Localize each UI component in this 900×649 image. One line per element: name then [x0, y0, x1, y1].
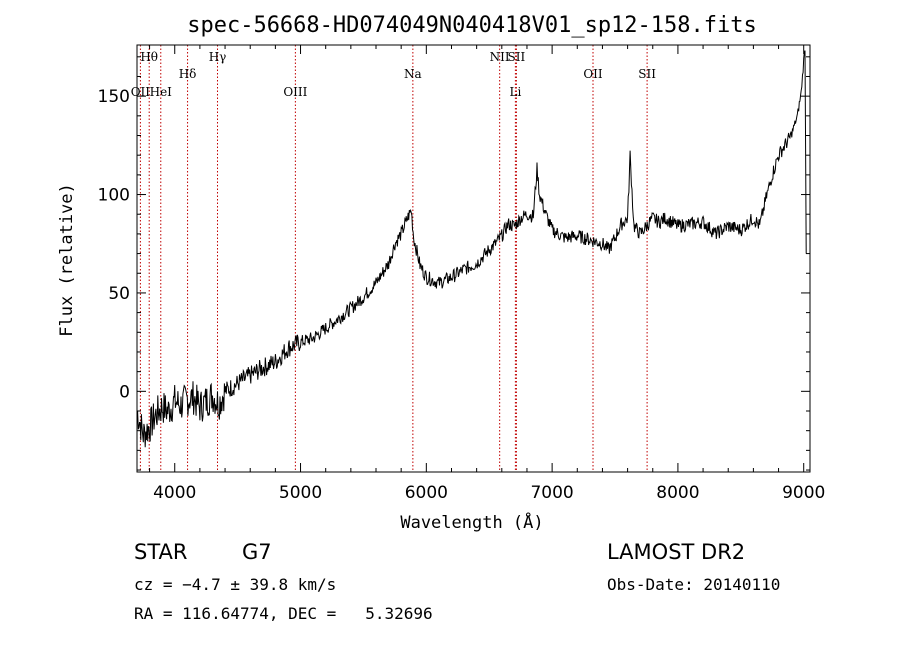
survey-name: LAMOST DR2 [607, 540, 746, 564]
line-marker-label: NII [490, 50, 510, 64]
line-marker-label: Hθ [140, 50, 158, 64]
y-tick-label: 50 [108, 284, 130, 304]
x-tick-label: 9000 [782, 483, 825, 503]
x-axis-label: Wavelength (Å) [400, 511, 543, 533]
spectrum-line [136, 50, 807, 448]
line-marker-label: OII [131, 85, 151, 99]
y-tick-label: 0 [119, 382, 130, 402]
x-tick-label: 8000 [656, 483, 699, 503]
redshift-cz: cz = −4.7 ± 39.8 km/s [134, 575, 337, 594]
y-tick-label: 150 [98, 87, 130, 107]
plot-frame [136, 44, 811, 473]
subclass: G7 [242, 540, 272, 564]
object-type: STAR [134, 540, 188, 564]
line-marker-label: OII [583, 67, 603, 81]
line-marker-label: HeI [150, 85, 173, 99]
observation-date: Obs-Date: 20140110 [607, 575, 781, 594]
chart-title: spec-56668-HD074049N040418V01_sp12-158.f… [187, 13, 757, 38]
line-marker-label: OIII [283, 85, 307, 99]
sky-coordinates: RA = 116.64774, DEC = 5.32696 [134, 604, 433, 623]
line-marker-label: SII [508, 50, 526, 64]
line-marker-label: SII [638, 67, 656, 81]
line-marker-label: Hγ [209, 50, 227, 64]
line-marker-label: Hδ [179, 67, 197, 81]
x-tick-label: 5000 [279, 483, 322, 503]
line-marker-label: Na [404, 67, 422, 81]
y-tick-label: 100 [98, 186, 130, 206]
y-axis-label: Flux (relative) [57, 183, 77, 337]
line-marker-label: Li [509, 85, 521, 99]
x-tick-label: 6000 [405, 483, 448, 503]
x-tick-label: 4000 [153, 483, 196, 503]
x-tick-label: 7000 [530, 483, 573, 503]
axis-ticks: 4000 5000 6000 7000 8000 9000 0 50 100 150 [98, 45, 825, 503]
